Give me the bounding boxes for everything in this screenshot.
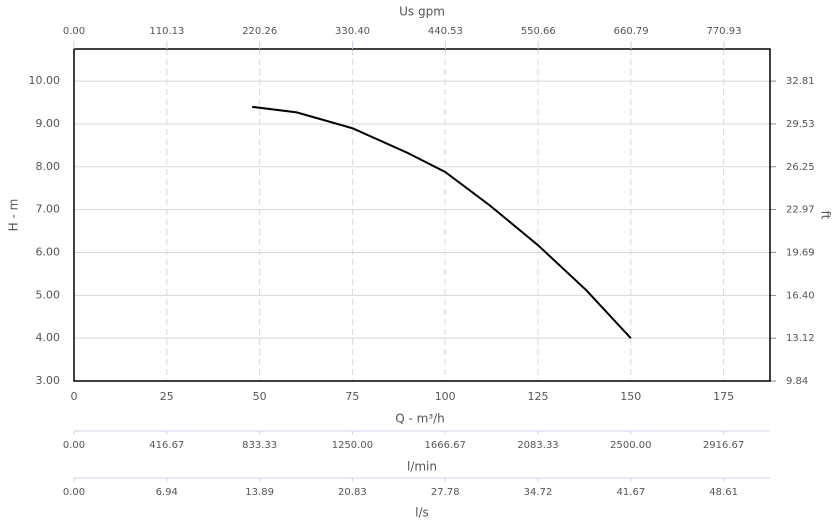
y-tick-label: 10.00 — [29, 74, 61, 87]
y-axis-title: H - m — [7, 199, 21, 232]
axis-tick-label: 220.26 — [242, 26, 277, 37]
x-tick-label: 125 — [528, 390, 549, 403]
axis-tick-label: 13.89 — [245, 487, 274, 498]
y2-tick-label: 16.40 — [786, 290, 815, 301]
y-tick-label: 8.00 — [36, 160, 61, 173]
axis-tick-label: 550.66 — [521, 26, 556, 37]
axis-title: l/s — [415, 506, 429, 520]
y2-axis-title: ft — [819, 211, 833, 220]
axis-tick-label: 440.53 — [428, 26, 463, 37]
axis-tick-label: 416.67 — [149, 440, 184, 451]
y2-tick-label: 26.25 — [786, 162, 815, 173]
x-axis-title: Q - m³/h — [395, 412, 445, 426]
y2-tick-label: 29.53 — [786, 119, 815, 130]
y-tick-label: 7.00 — [36, 203, 61, 216]
axis-tick-label: 48.61 — [709, 487, 738, 498]
y2-tick-label: 22.97 — [786, 205, 815, 216]
x-tick-label: 75 — [345, 390, 359, 403]
y2-tick-label: 19.69 — [786, 247, 815, 258]
axis-tick-label: 0.00 — [63, 487, 85, 498]
axis-tick-label: 660.79 — [614, 26, 649, 37]
axis-tick-label: 110.13 — [149, 26, 184, 37]
axis-tick-label: 1666.67 — [425, 440, 466, 451]
axis-tick-label: 770.93 — [706, 26, 741, 37]
axis-title: l/min — [407, 460, 437, 474]
axis-tick-label: 41.67 — [617, 487, 646, 498]
y-tick-label: 4.00 — [36, 331, 61, 344]
axis-tick-label: 0.00 — [63, 26, 85, 37]
x-tick-label: 50 — [253, 390, 267, 403]
axis-tick-label: 833.33 — [242, 440, 277, 451]
axis-tick-label: 20.83 — [338, 487, 367, 498]
y-tick-label: 5.00 — [36, 288, 61, 301]
axis-tick-label: 330.40 — [335, 26, 370, 37]
x-tick-label: 175 — [713, 390, 734, 403]
axis-tick-label: 2916.67 — [703, 440, 744, 451]
axis-title: Us gpm — [399, 5, 445, 19]
axis-tick-label: 1250.00 — [332, 440, 373, 451]
x-tick-label: 0 — [71, 390, 78, 403]
y2-tick-label: 9.84 — [786, 376, 808, 387]
axis-tick-label: 0.00 — [63, 440, 85, 451]
axis-tick-label: 34.72 — [524, 487, 553, 498]
y2-tick-label: 32.81 — [786, 76, 815, 87]
axis-tick-label: 2083.33 — [517, 440, 558, 451]
axis-tick-label: 27.78 — [431, 487, 460, 498]
y-tick-label: 3.00 — [36, 374, 61, 387]
y2-tick-label: 13.12 — [786, 333, 815, 344]
y-tick-label: 9.00 — [36, 117, 61, 130]
axis-tick-label: 6.94 — [156, 487, 178, 498]
x-tick-label: 25 — [160, 390, 174, 403]
axis-tick-label: 2500.00 — [610, 440, 651, 451]
y-tick-label: 6.00 — [36, 245, 61, 258]
pump-curve — [252, 105, 632, 339]
x-tick-label: 100 — [435, 390, 456, 403]
x-tick-label: 150 — [620, 390, 641, 403]
plot-frame — [73, 48, 771, 382]
